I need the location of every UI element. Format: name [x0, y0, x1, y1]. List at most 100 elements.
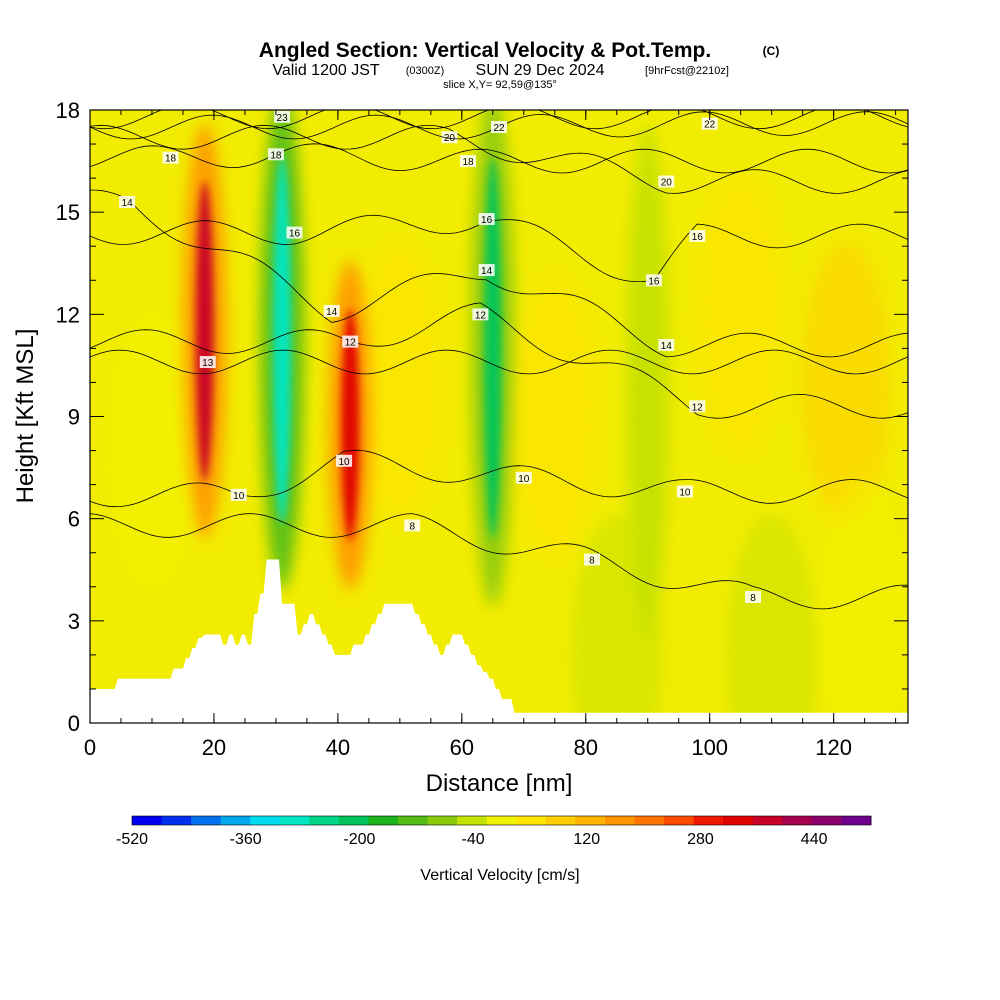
field-feature-core [195, 181, 214, 482]
theta-contour-label-bg [274, 110, 291, 123]
theta-contour-label-bg [342, 335, 359, 348]
colorbar-swatch [427, 816, 458, 825]
chart-title: Angled Section: Vertical Velocity & Pot.… [259, 39, 711, 62]
y-tick-label: 6 [68, 507, 80, 532]
axes: 0 20 40 60 80 100 120 0 3 6 9 12 15 18 [56, 98, 908, 760]
theta-contour-label-bg [162, 151, 179, 164]
colorbar-tick-label: -520 [116, 831, 148, 848]
theta-contour-line [90, 124, 908, 194]
y-tick-label: 18 [56, 98, 80, 123]
theta-contour-label: 14 [122, 198, 134, 209]
theta-contour-label: 23 [277, 113, 289, 124]
theta-contour-label-bg [119, 195, 136, 208]
colorbar-swatch [782, 816, 813, 825]
theta-contour-label-bg [441, 131, 458, 144]
theta-contour-line [90, 214, 908, 283]
theta-contour-label: 10 [339, 457, 351, 468]
theta-contour-label: 12 [345, 338, 357, 349]
colorbar-swatch [398, 816, 429, 825]
colorbar-tick-label: 440 [801, 831, 828, 848]
theta-contour-label-bg [404, 519, 421, 532]
theta-contour-label: 18 [270, 150, 282, 161]
y-tick-label: 3 [68, 609, 80, 634]
theta-contour-line [90, 110, 908, 130]
theta-contour-label: 16 [481, 215, 493, 226]
colorbar-swatch [664, 816, 695, 825]
theta-contour-label-bg [658, 175, 675, 188]
x-tick-label: 80 [574, 735, 598, 760]
colorbar-swatch [545, 816, 576, 825]
colorbar-tick-label: 120 [573, 831, 600, 848]
theta-contour-label: 20 [661, 178, 673, 189]
theta-contour-label-bg [267, 148, 284, 161]
x-tick-label: 20 [202, 735, 226, 760]
theta-contour-line [90, 449, 908, 508]
valid-date-label: SUN 29 Dec 2024 [476, 62, 605, 79]
colorbar-swatch [457, 816, 488, 825]
valid-time-label: Valid 1200 JST [272, 62, 380, 79]
x-axis-label: Distance [nm] [426, 770, 573, 797]
theta-contour-label: 18 [165, 154, 177, 165]
theta-contour-label: 10 [679, 487, 691, 498]
theta-contour-label-bg [658, 338, 675, 351]
x-tick-label: 120 [815, 735, 852, 760]
theta-contour-label: 14 [661, 341, 673, 352]
colorbar-swatch [486, 816, 517, 825]
theta-contour-label-bg [336, 454, 353, 467]
colorbar-frame [131, 815, 872, 826]
theta-contour-line [90, 513, 908, 610]
colorbar-tick-label: -200 [343, 831, 375, 848]
y-tick-label: 12 [56, 302, 80, 327]
theta-contour-label: 8 [589, 556, 595, 567]
theta-contour-label-bg [491, 121, 507, 134]
field-background-cell [354, 242, 445, 523]
theta-contour-label-bg [478, 212, 495, 225]
colorbar-swatch [811, 816, 842, 825]
theta-contour-label: 12 [475, 310, 487, 321]
theta-contour-label-bg [701, 117, 718, 130]
theta-contour-label: 16 [692, 232, 704, 243]
y-axis-label: Height [Kft MSL] [12, 329, 39, 504]
field-feature-core [638, 191, 657, 574]
theta-contour-label-bg [645, 274, 662, 287]
theta-contour-label-bg [472, 308, 489, 321]
theta-contour-label: 8 [409, 521, 415, 532]
field-background-cell [695, 174, 786, 455]
theta-contour-label: 14 [326, 307, 338, 318]
colorbar-swatch [723, 816, 754, 825]
colorbar-swatch [161, 816, 192, 825]
y-tick-label: 15 [56, 200, 80, 225]
theta-contour-label: 8 [750, 593, 756, 604]
colorbar-label: Vertical Velocity [cm/s] [420, 867, 579, 884]
theta-contour-label: 10 [518, 474, 530, 485]
theta-contour-label: 16 [289, 229, 301, 240]
field-background-cell [801, 242, 892, 523]
colorbar-swatch [693, 816, 724, 825]
theta-contour-line [90, 349, 908, 375]
theta-contour-label: 13 [202, 358, 214, 369]
theta-contour-label-bg [689, 400, 706, 413]
colorbar-swatch [132, 816, 163, 825]
valid-zulu-label: (0300Z) [406, 65, 445, 77]
x-tick-label: 60 [450, 735, 474, 760]
theta-contour-line [90, 302, 908, 419]
x-tick-label: 40 [326, 735, 350, 760]
colorbar-swatch [575, 816, 606, 825]
theta-contour-label: 12 [692, 402, 704, 413]
terrain [90, 559, 908, 723]
theta-contour-label-bg [689, 230, 706, 243]
theta-contour-label-bg [199, 356, 216, 369]
colorbar-swatch [191, 816, 222, 825]
colorbar-swatch [752, 816, 783, 825]
theta-contour-label: 16 [648, 276, 660, 287]
colorbar-swatch [604, 816, 636, 825]
chart-title-suffix: (C) [763, 44, 780, 58]
theta-contour-label-bg [515, 471, 532, 484]
colorbar-swatch [250, 816, 281, 825]
theta-contour-label-bg [460, 155, 477, 168]
theta-contour-label: 22 [493, 123, 505, 134]
colorbar-tick-label: -360 [230, 831, 262, 848]
velocity-field: 8 8 8 10 10 10 10 12 12 12 13 14 14 14 14 16 16 16 16 18 18 1… [90, 110, 908, 723]
colorbar-swatch [841, 816, 872, 825]
